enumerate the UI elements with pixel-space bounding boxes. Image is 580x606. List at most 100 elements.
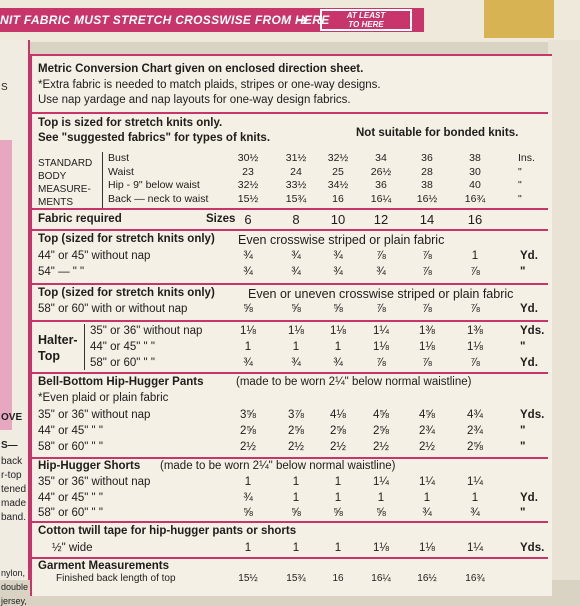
section-title: Hip-Hugger Shorts (38, 460, 141, 472)
bm-unit: " (518, 192, 522, 205)
yardage-value: ¾ (333, 250, 343, 262)
row-label: 35" or 36" without nap (90, 325, 203, 337)
yardage-value: 1 (292, 542, 300, 554)
bm-unit: " (518, 179, 522, 191)
size-value: 12 (373, 212, 389, 227)
yardage-value: 1⅜ (419, 325, 435, 337)
yardage-value: 1 (244, 476, 252, 488)
left-margin-strip: S OVE S— back r-top tened made band. nyl… (0, 40, 30, 606)
row-label: ½" wide (52, 542, 93, 554)
divider (32, 208, 548, 210)
yardage-value: ⅞ (470, 266, 480, 278)
row-label: 58" or 60" with or without nap (38, 303, 188, 315)
row-label: 58" or 60" " " (38, 441, 103, 453)
yardage-value: 1⅛ (373, 542, 389, 554)
yardage-value: ¾ (243, 266, 253, 278)
left-fragment: tened (1, 484, 27, 495)
yardage-value: ⅞ (422, 250, 432, 262)
yardage-value: 1⅛ (288, 325, 304, 337)
yardage-value: ⅞ (422, 266, 432, 278)
yardage-value: 1⅛ (419, 542, 435, 554)
yardage-value: ¾ (243, 491, 253, 504)
yardage-value: ⅞ (470, 303, 480, 315)
yardage-value: 1 (471, 250, 479, 262)
yardage-value: 2½ (240, 441, 256, 453)
bm-value: 26½ (370, 165, 392, 178)
yardage-value: 1⅜ (467, 325, 483, 337)
left-fragment: S— (1, 440, 18, 451)
row-label: 35" or 36" without nap (38, 476, 151, 488)
bm-value: 28 (421, 165, 433, 178)
sheet-edge (548, 40, 580, 580)
metric-note: Metric Conversion Chart given on enclose… (38, 63, 364, 75)
yardage-value: 4⅝ (419, 409, 435, 421)
bm-row-label: Bust (108, 152, 130, 164)
divider (32, 112, 548, 114)
yardage-value: 3⅞ (288, 409, 304, 421)
yardage-value: 1 (244, 341, 252, 353)
left-fragment: S (1, 82, 8, 93)
garment-value: 16¼ (371, 573, 391, 584)
at-least-line1: AT LEAST (346, 11, 386, 20)
row-label: 44" or 45" " " (38, 491, 103, 504)
section-desc: Even crosswise striped or plain fabric (238, 233, 445, 247)
yardage-value: ¾ (376, 266, 386, 278)
yardage-value: 1⅛ (330, 325, 346, 337)
arrow-right-icon: ➔ (296, 12, 309, 29)
yardage-value: ¾ (333, 357, 343, 369)
left-fragment: OVE (1, 412, 23, 423)
sizes-label: Sizes (206, 213, 236, 225)
row-label: 58" or 60" " " (38, 507, 103, 519)
nap-note: Use nap yardage and nap layouts for one-… (38, 94, 351, 106)
yardage-value: ⅞ (376, 303, 386, 315)
section-title: Bell-Bottom Hip-Hugger Pants (38, 376, 204, 388)
yardage-value: 1 (292, 476, 300, 488)
section-desc: Even or uneven crosswise striped or plai… (248, 287, 514, 301)
bm-unit: Ins. (518, 152, 535, 164)
row-label: 44" or 45" " " (90, 341, 155, 353)
bm-value: 30½ (237, 152, 259, 164)
yardage-value: 2⅝ (467, 441, 483, 453)
yardage-value: 2½ (373, 441, 389, 453)
at-least-box: AT LEAST TO HERE (320, 9, 412, 31)
yardage-value: 2⅝ (330, 425, 346, 437)
left-fragment: back (1, 456, 23, 467)
divider (32, 557, 548, 559)
bm-brace (102, 152, 109, 208)
yardage-value: 1 (244, 542, 252, 554)
garment-value: 16 (332, 573, 344, 584)
left-fragment: nylon, (1, 568, 26, 578)
yardage-value: ¾ (470, 507, 480, 519)
yardage-value: 3⅝ (240, 409, 256, 421)
left-pink-band (0, 140, 12, 430)
yardage-value: 1¼ (373, 476, 389, 488)
row-unit: Yds. (520, 542, 545, 554)
row-label: Finished back length of top (56, 573, 176, 584)
bm-value: 15¾ (285, 192, 307, 205)
row-label: 44" or 45" without nap (38, 250, 151, 262)
bm-value: 23 (242, 165, 254, 178)
yardage-value: 1 (334, 542, 342, 554)
yardage-value: ⅝ (243, 507, 253, 519)
yardage-value: 1 (334, 341, 342, 353)
yardage-value: 2⅝ (288, 425, 304, 437)
bm-value: 16 (332, 192, 344, 205)
yardage-value: ⅞ (470, 357, 480, 369)
bm-label-line: MEASURE- (38, 184, 91, 195)
yardage-value: ⅞ (376, 357, 386, 369)
section-note: (made to be worn 2¼" below normal waistl… (236, 376, 472, 388)
yardage-value: 2½ (288, 441, 304, 453)
yardage-value: ¾ (422, 507, 432, 519)
bm-value: 30 (469, 165, 481, 178)
left-fragment: made (1, 498, 27, 509)
size-value: 8 (292, 212, 300, 227)
yardage-value: 1 (334, 491, 342, 504)
bonded-note: Not suitable for bonded knits. (356, 127, 519, 139)
row-unit: " (520, 507, 526, 519)
yardage-value: 2½ (330, 441, 346, 453)
row-unit: Yd. (520, 250, 538, 262)
yardage-chart-sheet (30, 54, 552, 596)
yardage-value: 1⅛ (467, 341, 483, 353)
section-desc: *Even plaid or plain fabric (38, 392, 169, 404)
size-value: 16 (467, 212, 483, 227)
